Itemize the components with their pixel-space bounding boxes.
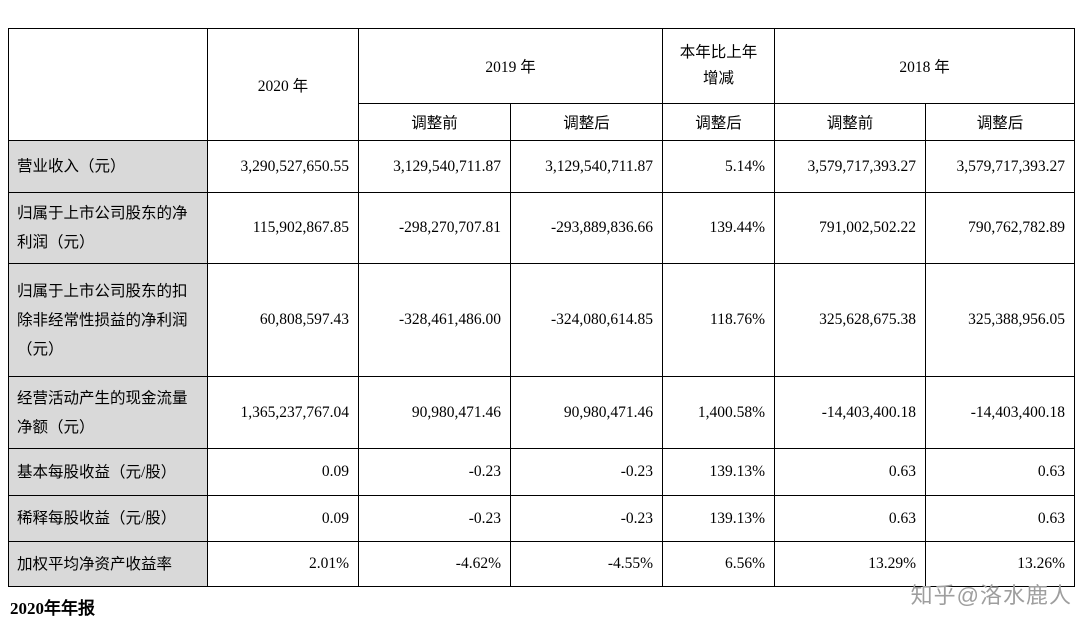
cell-value: -4.62% — [358, 541, 511, 587]
cell-value: 3,579,717,393.27 — [774, 140, 927, 193]
cell-value: 139.13% — [662, 448, 776, 496]
watermark: 知乎@洛水鹿人 — [910, 583, 1072, 608]
cell-value: -324,080,614.85 — [509, 263, 664, 377]
cell-value: 13.29% — [774, 541, 927, 587]
table-row-basic-eps: 基本每股收益（元/股） 0.09 -0.23 -0.23 139.13% 0.6… — [8, 448, 1076, 496]
row-label: 归属于上市公司股东的扣除非经常性损益的净利润（元） — [8, 263, 208, 377]
header-yoy-change-line1: 本年比上年 — [679, 44, 758, 61]
cell-value: -328,461,486.00 — [358, 263, 511, 377]
header-2018-before-adjust: 调整前 — [774, 103, 927, 141]
header-2020: 2020 年 — [207, 28, 359, 141]
cell-value: 3,129,540,711.87 — [509, 140, 664, 193]
cell-value: 139.13% — [662, 495, 776, 542]
row-label: 稀释每股收益（元/股） — [8, 495, 208, 542]
cell-value: -14,403,400.18 — [925, 376, 1076, 449]
header-2018-after-adjust: 调整后 — [925, 103, 1076, 141]
cell-value: 0.63 — [774, 448, 927, 496]
report-caption: 2020年年报 — [10, 599, 95, 618]
cell-value: 60,808,597.43 — [207, 263, 359, 377]
cell-value: 90,980,471.46 — [358, 376, 511, 449]
cell-value: -4.55% — [509, 541, 664, 587]
table-row-net-profit: 归属于上市公司股东的净利润（元） 115,902,867.85 -298,270… — [8, 192, 1076, 264]
table-row-operating-cash-flow: 经营活动产生的现金流量净额（元） 1,365,237,767.04 90,980… — [8, 376, 1076, 449]
table-row-diluted-eps: 稀释每股收益（元/股） 0.09 -0.23 -0.23 139.13% 0.6… — [8, 495, 1076, 542]
row-label: 经营活动产生的现金流量净额（元） — [8, 376, 208, 449]
cell-value: -0.23 — [509, 448, 664, 496]
cell-value: 0.09 — [207, 495, 359, 542]
cell-value: 2.01% — [207, 541, 359, 587]
cell-value: 118.76% — [662, 263, 776, 377]
financial-summary-table: 2020 年 2019 年 本年比上年 增减 2018 年 调整前 调整后 调整… — [8, 28, 1076, 587]
cell-value: -0.23 — [509, 495, 664, 542]
table-row-weighted-avg-roe: 加权平均净资产收益率 2.01% -4.62% -4.55% 6.56% 13.… — [8, 541, 1076, 587]
row-label: 加权平均净资产收益率 — [8, 541, 208, 587]
cell-value: -0.23 — [358, 448, 511, 496]
cell-value: 1,400.58% — [662, 376, 776, 449]
header-yoy-change: 本年比上年 增减 — [662, 28, 776, 104]
cell-value: 13.26% — [925, 541, 1076, 587]
cell-value: 0.09 — [207, 448, 359, 496]
cell-value: 115,902,867.85 — [207, 192, 359, 264]
table-row-revenue: 营业收入（元） 3,290,527,650.55 3,129,540,711.8… — [8, 140, 1076, 193]
cell-value: 3,579,717,393.27 — [925, 140, 1076, 193]
row-label: 归属于上市公司股东的净利润（元） — [8, 192, 208, 264]
header-row-2: 调整前 调整后 调整后 调整前 调整后 — [9, 103, 1076, 141]
cell-value: 3,290,527,650.55 — [207, 140, 359, 193]
cell-value: 325,628,675.38 — [774, 263, 927, 377]
header-2019: 2019 年 — [357, 28, 664, 104]
cell-value: 90,980,471.46 — [509, 376, 664, 449]
cell-value: 0.63 — [925, 448, 1076, 496]
cell-value: 1,365,237,767.04 — [207, 376, 359, 449]
cell-value: 0.63 — [774, 495, 927, 542]
cell-value: -0.23 — [358, 495, 511, 542]
cell-value: -14,403,400.18 — [774, 376, 927, 449]
header-corner-cell — [8, 28, 208, 141]
cell-value: 325,388,956.05 — [925, 263, 1076, 377]
cell-value: -293,889,836.66 — [509, 192, 664, 264]
header-2019-before-adjust: 调整前 — [358, 103, 511, 141]
cell-value: 139.44% — [662, 192, 776, 264]
cell-value: 790,762,782.89 — [925, 192, 1076, 264]
row-label: 营业收入（元） — [8, 140, 208, 193]
cell-value: 6.56% — [662, 541, 776, 587]
header-2018: 2018 年 — [774, 28, 1076, 104]
table-row-net-profit-excl-nonrecurring: 归属于上市公司股东的扣除非经常性损益的净利润（元） 60,808,597.43 … — [8, 263, 1076, 377]
header-yoy-after-adjust: 调整后 — [662, 103, 776, 141]
header-yoy-change-line2: 增减 — [703, 70, 735, 87]
cell-value: -298,270,707.81 — [358, 192, 511, 264]
cell-value: 791,002,502.22 — [774, 192, 927, 264]
row-label: 基本每股收益（元/股） — [8, 448, 208, 496]
header-2019-after-adjust: 调整后 — [509, 103, 664, 141]
cell-value: 5.14% — [662, 140, 776, 193]
cell-value: 3,129,540,711.87 — [358, 140, 511, 193]
header-row-1: 2020 年 2019 年 本年比上年 增减 2018 年 — [8, 28, 1076, 141]
cell-value: 0.63 — [925, 495, 1076, 542]
